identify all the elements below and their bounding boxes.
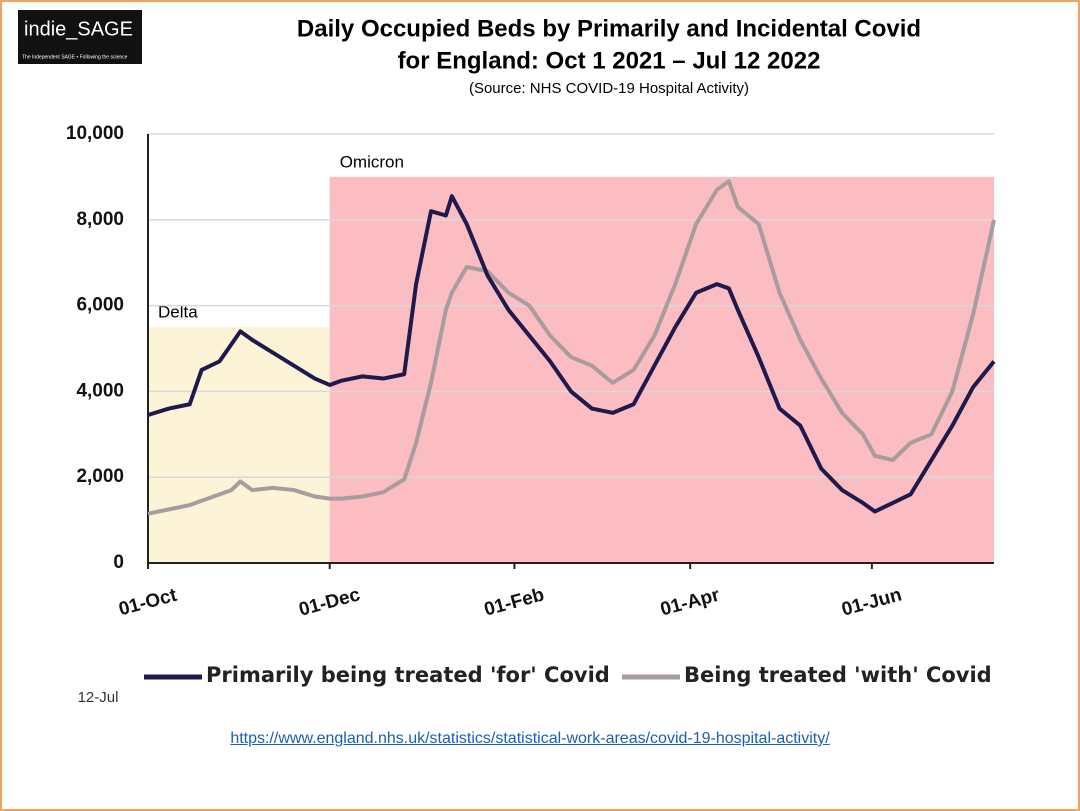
region [329, 176, 994, 563]
logo-box [18, 10, 142, 64]
x-tick-label: 01-Oct [117, 585, 180, 621]
logo-tagline: The Independent SAGE • Following the sci… [22, 54, 128, 60]
region-label: Delta [158, 303, 198, 322]
region [148, 327, 330, 563]
x-tick-label: 01-Jun [839, 584, 904, 620]
chart-title: Daily Occupied Beds by Primarily and Inc… [297, 15, 921, 42]
x-tick-label: 01-Dec [297, 584, 363, 621]
y-tick-label: 10,000 [66, 123, 124, 144]
y-tick-label: 4,000 [76, 380, 124, 401]
x-tick-label: 01-Feb [482, 584, 547, 620]
y-tick-label: 0 [113, 552, 124, 573]
region-label: Omicron [340, 152, 404, 171]
x-tick-label: 01-Apr [658, 584, 722, 620]
logo-name: indie_SAGE [24, 18, 133, 40]
y-tick-label: 6,000 [76, 295, 124, 316]
plot: Delta Omicron 0 2,000 4,000 6,000 8,000 10,000 0… [66, 123, 996, 687]
series-line [147, 179, 996, 516]
legend-label: Primarily being treated 'for' Covid [206, 663, 610, 687]
series-line [147, 194, 996, 514]
source-link[interactable]: https://www.england.nhs.uk/statistics/st… [230, 730, 830, 747]
chart-subtitle: (Source: NHS COVID-19 Hospital Activity) [469, 80, 749, 97]
y-tick-label: 8,000 [76, 209, 124, 230]
legend-label: Being treated 'with' Covid [684, 663, 992, 687]
source-line: https://www.england.nhs.uk/statistics/st… [2, 730, 1058, 748]
chart-title-line2: for England: Oct 1 2021 – Jul 12 2022 [398, 47, 821, 74]
annotation: 12-Jul [78, 689, 119, 706]
y-tick-label: 2,000 [76, 466, 124, 487]
